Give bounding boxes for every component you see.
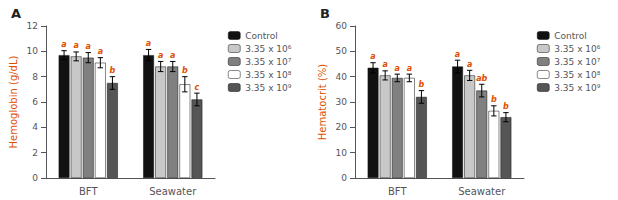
svg-text:b: b: [182, 66, 188, 75]
svg-text:4: 4: [32, 122, 38, 132]
svg-text:10: 10: [27, 46, 39, 56]
svg-text:a: a: [467, 60, 472, 69]
svg-text:3.35 x 10⁶: 3.35 x 10⁶: [245, 44, 292, 54]
svg-text:a: a: [86, 42, 91, 51]
svg-text:a: a: [407, 64, 412, 73]
svg-text:c: c: [195, 83, 200, 92]
svg-text:3.35 x 10⁷: 3.35 x 10⁷: [554, 57, 601, 67]
svg-text:40: 40: [336, 72, 348, 82]
svg-text:b: b: [419, 80, 425, 89]
svg-text:ab: ab: [476, 74, 487, 83]
svg-text:a: a: [382, 60, 387, 69]
svg-text:Control: Control: [554, 31, 587, 41]
svg-text:20: 20: [336, 122, 348, 132]
svg-text:3.35 x 10⁸: 3.35 x 10⁸: [554, 70, 601, 80]
svg-text:3.35 x 10⁸: 3.35 x 10⁸: [245, 70, 292, 80]
svg-text:a: a: [61, 40, 66, 49]
svg-text:3.35 x 10⁷: 3.35 x 10⁷: [245, 57, 292, 67]
svg-text:Control: Control: [245, 31, 278, 41]
svg-text:a: a: [370, 52, 375, 61]
svg-text:BFT: BFT: [388, 186, 407, 197]
svg-text:8: 8: [32, 72, 38, 82]
svg-text:3.35 x 10⁹: 3.35 x 10⁹: [245, 83, 292, 93]
svg-text:a: a: [73, 41, 78, 50]
svg-text:Hematocrit (%): Hematocrit (%): [317, 64, 328, 140]
svg-text:a: a: [170, 51, 175, 60]
svg-text:a: a: [146, 39, 151, 48]
svg-text:3.35 x 10⁹: 3.35 x 10⁹: [554, 83, 601, 93]
svg-text:b: b: [503, 102, 509, 111]
svg-text:30: 30: [336, 97, 348, 107]
svg-text:B: B: [320, 6, 330, 21]
svg-text:BFT: BFT: [79, 186, 98, 197]
svg-text:0: 0: [341, 173, 347, 183]
svg-text:10: 10: [336, 148, 348, 158]
svg-text:a: a: [455, 50, 460, 59]
svg-text:50: 50: [336, 46, 348, 56]
svg-text:60: 60: [336, 21, 348, 31]
svg-text:A: A: [11, 6, 21, 21]
svg-text:3.35 x 10⁶: 3.35 x 10⁶: [554, 44, 601, 54]
svg-text:0: 0: [32, 173, 38, 183]
svg-text:6: 6: [32, 97, 38, 107]
svg-text:b: b: [110, 66, 116, 75]
svg-text:Hemoglobin (g/dL): Hemoglobin (g/dL): [8, 55, 19, 148]
svg-text:b: b: [491, 95, 497, 104]
svg-text:a: a: [395, 64, 400, 73]
svg-text:a: a: [98, 47, 103, 56]
svg-text:2: 2: [32, 148, 38, 158]
svg-text:Seawater: Seawater: [458, 186, 506, 197]
svg-text:a: a: [158, 51, 163, 60]
svg-text:Seawater: Seawater: [149, 186, 197, 197]
svg-text:12: 12: [27, 21, 38, 31]
